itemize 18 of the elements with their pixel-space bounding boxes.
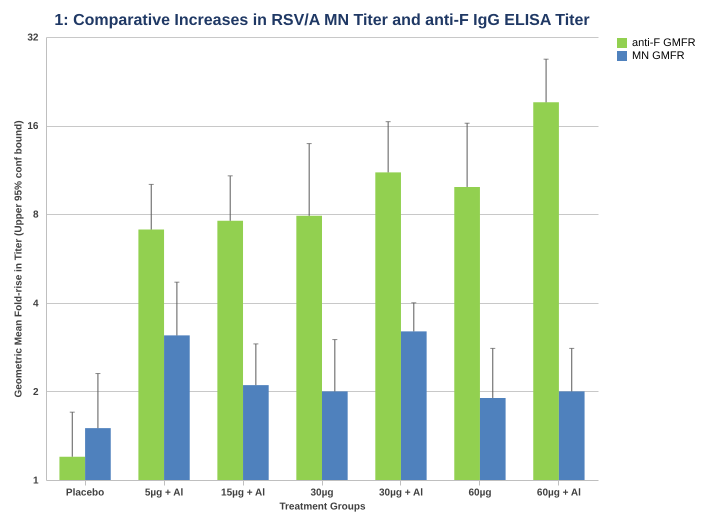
y-tick-label: 8: [32, 210, 39, 221]
y-tick-label: 1: [32, 476, 39, 486]
x-tick-label: 15µg + Al: [221, 488, 266, 498]
y-tick-label: 2: [32, 386, 39, 398]
x-axis-title: Treatment Groups: [279, 502, 366, 512]
chart-title: 1: Comparative Increases in RSV/A MN Titer and anti-F IgG ELISA Titer: [54, 12, 590, 29]
y-tick-label: 16: [27, 121, 39, 132]
x-tick-label: 60µg + Al: [536, 488, 582, 498]
x-tick-label: 60µg: [468, 488, 492, 498]
legend-label: MN GMFR: [632, 50, 685, 62]
x-tick-label: Placebo: [66, 488, 104, 498]
y-tick-label: 4: [32, 298, 39, 310]
x-tick-label: 30µg + Al: [378, 488, 424, 498]
x-tick-label: 5µg + Al: [144, 488, 184, 498]
legend-label: anti-F GMFR: [632, 37, 696, 49]
x-tick-label: 30µg: [310, 488, 334, 498]
y-tick-label: 32: [27, 32, 39, 44]
y-axis-title: Geometric Mean Fold-rise in Titer (Upper 95% conf bound): [13, 120, 24, 398]
